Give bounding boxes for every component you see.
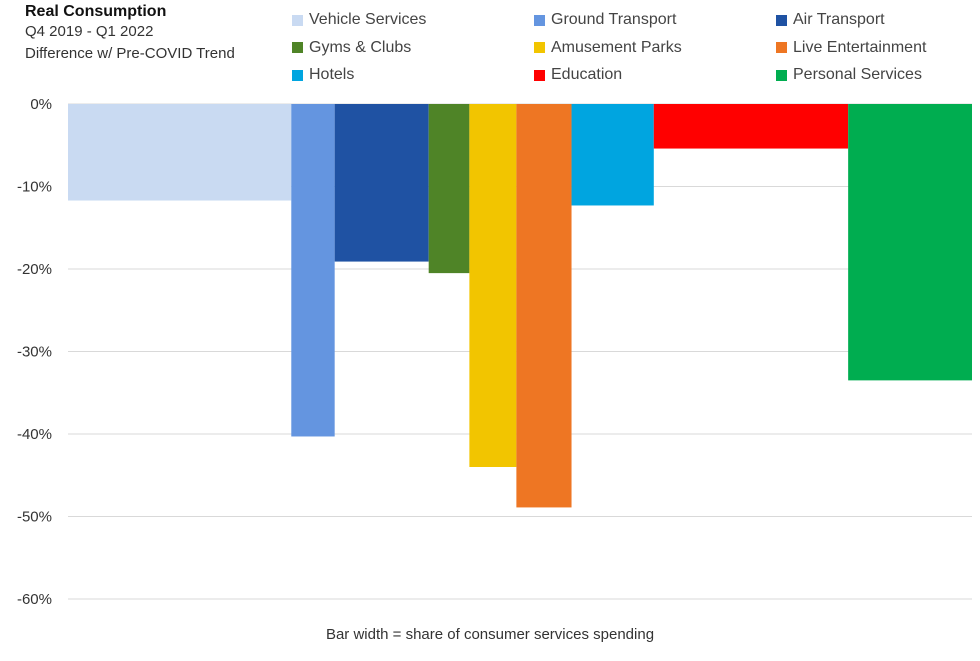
legend-swatch — [292, 14, 303, 26]
y-tick-label: 0% — [30, 96, 52, 113]
legend-swatch — [534, 42, 545, 53]
bar-air-transport — [334, 104, 429, 262]
y-tick-label: -10% — [17, 179, 52, 196]
chart-title: Real Consumption — [25, 3, 167, 20]
chart-subtitle-period: Q4 2019 - Q1 2022 — [25, 23, 154, 40]
legend-swatch — [776, 42, 787, 53]
legend-item: Personal Services — [776, 66, 922, 84]
y-tick-label: -50% — [17, 509, 52, 526]
legend-label: Vehicle Services — [309, 11, 427, 28]
y-tick-label: -30% — [17, 344, 52, 361]
legend-swatch — [292, 69, 303, 81]
legend-label: Live Entertainment — [793, 38, 927, 56]
legend-label: Personal Services — [793, 66, 922, 83]
bar-personal-services — [848, 104, 972, 381]
legend-item: Amusement Parks — [534, 39, 682, 57]
chart-title-block: Real Consumption Q4 2019 - Q1 2022 Diffe… — [25, 2, 235, 65]
legend-swatch — [292, 42, 303, 53]
legend-item: Gyms & Clubs — [292, 39, 411, 57]
legend-swatch — [534, 69, 545, 81]
legend-swatch — [776, 69, 787, 81]
legend-item: Ground Transport — [534, 11, 676, 29]
bar-vehicle-services — [68, 104, 292, 201]
legend-label: Amusement Parks — [551, 38, 682, 56]
legend-label: Air Transport — [793, 11, 885, 28]
bar-live-entertainment — [516, 104, 572, 508]
legend-swatch — [776, 14, 787, 26]
legend-swatch — [534, 14, 545, 26]
bar-ground-transport — [291, 104, 335, 437]
legend-label: Gyms & Clubs — [309, 38, 412, 56]
chart-subtitle-measure: Difference w/ Pre-COVID Trend — [25, 45, 235, 62]
legend-item: Education — [534, 66, 622, 84]
bar-gyms-clubs — [428, 104, 470, 274]
bar-amusement-parks — [469, 104, 517, 467]
legend-label: Education — [551, 66, 623, 83]
bar-education — [653, 104, 849, 149]
legend-item: Vehicle Services — [292, 11, 426, 29]
legend-label: Ground Transport — [551, 11, 677, 28]
x-axis-label: Bar width = share of consumer services s… — [325, 626, 655, 643]
legend-item: Hotels — [292, 66, 354, 84]
legend-label: Hotels — [309, 66, 355, 83]
y-tick-label: -20% — [17, 261, 52, 278]
legend-item: Air Transport — [776, 11, 885, 29]
y-tick-label: -60% — [17, 591, 52, 608]
y-tick-label: -40% — [17, 426, 52, 443]
bar-hotels — [571, 104, 654, 206]
legend-item: Live Entertainment — [776, 39, 926, 57]
